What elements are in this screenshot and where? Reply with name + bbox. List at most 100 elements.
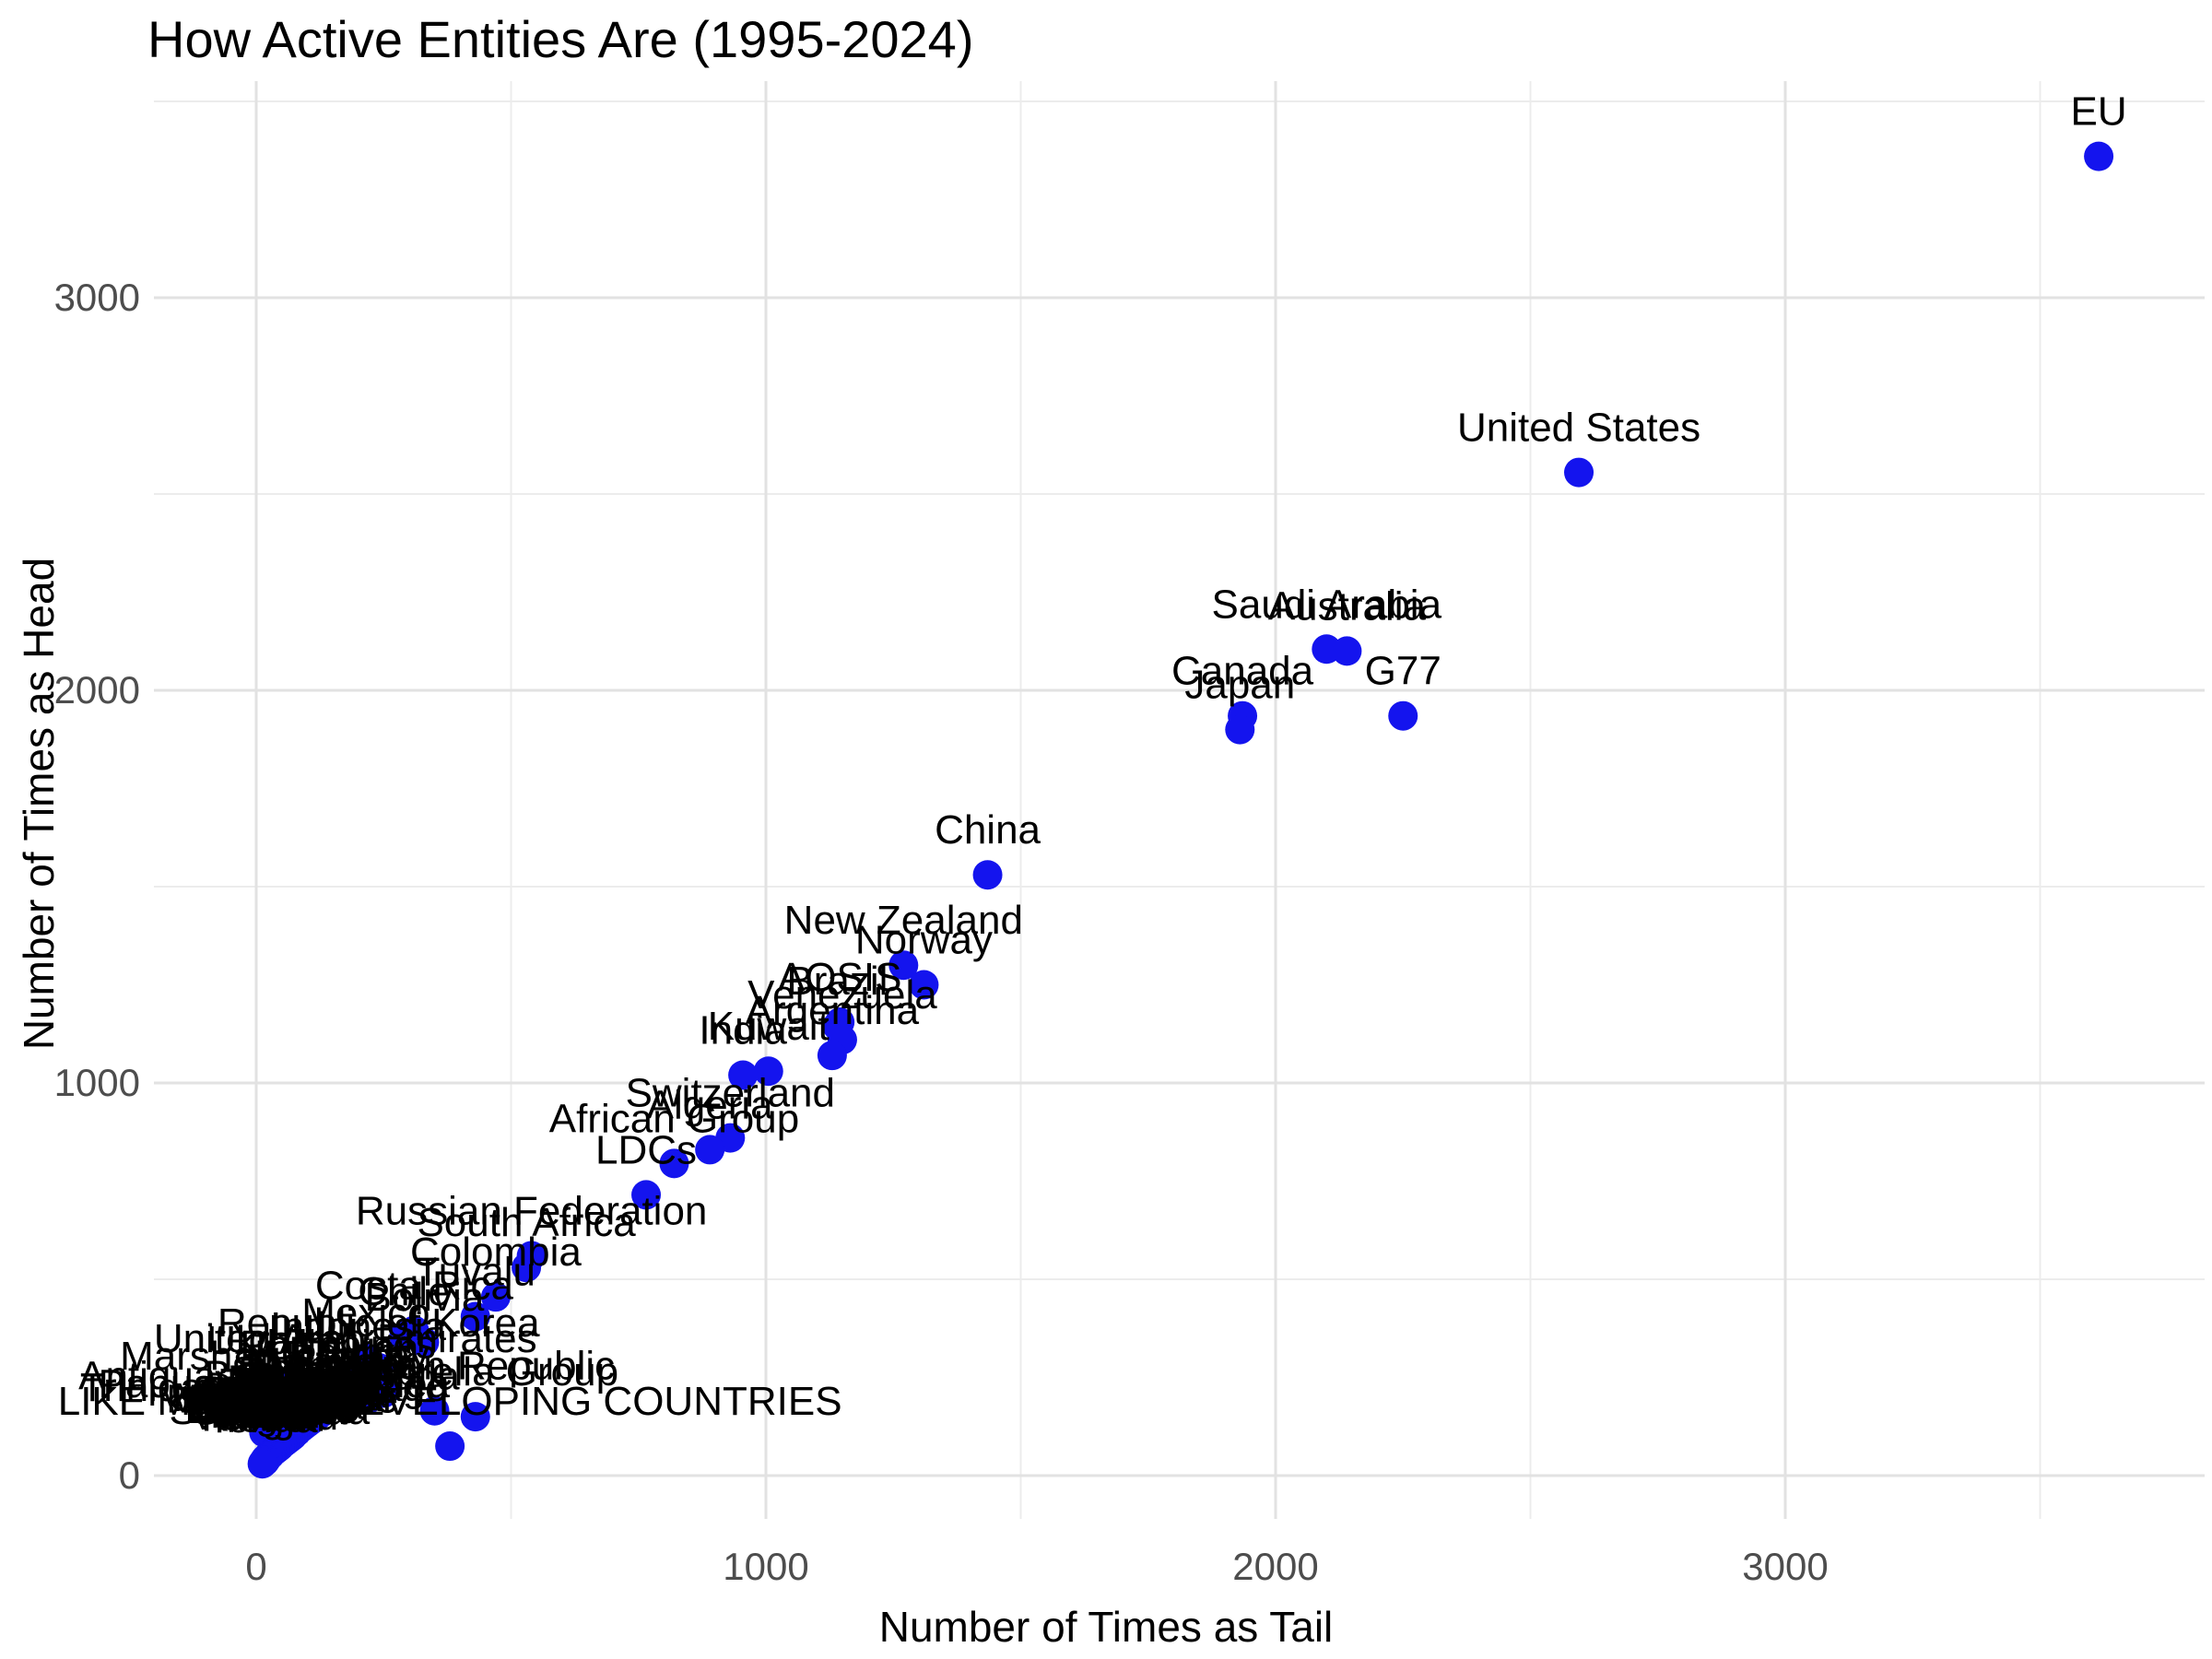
point-label: Tunisia <box>238 1359 368 1405</box>
point-label: Brazil <box>786 959 888 1004</box>
point-label: Libya <box>235 1375 333 1420</box>
point-label: Namibia <box>203 1382 352 1427</box>
point-label: Burundi <box>220 1371 360 1416</box>
data-point <box>1564 457 1594 488</box>
point-label: Maldives <box>194 1384 354 1430</box>
point-label: Cameroon <box>198 1369 387 1414</box>
point-label: Colombia <box>410 1230 582 1275</box>
point-label: LIKE MINDED DEVELOPING COUNTRIES <box>58 1379 842 1424</box>
data-point <box>2084 141 2114 171</box>
point-label: Iraq <box>247 1377 317 1422</box>
point-label: Botswana <box>186 1382 365 1428</box>
point-label: Haiti <box>234 1383 315 1429</box>
point-label: EU <box>2071 89 2127 135</box>
point-label: Grenada <box>190 1389 348 1434</box>
point-label: Bahamas <box>185 1387 357 1432</box>
point-label: Argentina <box>746 988 920 1033</box>
point-label: Angola <box>209 1385 336 1430</box>
point-label: Iran <box>348 1326 418 1371</box>
point-label: Indonesia <box>270 1304 446 1349</box>
point-label: Madagascar <box>172 1375 395 1420</box>
point-label: Paraguay <box>194 1378 367 1423</box>
point-label: Panama <box>216 1370 367 1415</box>
data-point <box>353 1383 383 1414</box>
point-label: Tuvalu <box>416 1249 535 1294</box>
x-tick-label: 1000 <box>723 1545 808 1588</box>
point-label: Kiribati <box>201 1395 325 1441</box>
x-tick-label: 3000 <box>1742 1545 1828 1588</box>
point-label: Antigua and Barbuda <box>78 1353 460 1398</box>
point-label: Australia <box>1268 583 1427 629</box>
point-label: Mozambique <box>166 1376 398 1421</box>
data-point <box>419 1395 450 1426</box>
point-label: Japan <box>1184 663 1295 708</box>
point-label: Ghana <box>236 1364 359 1409</box>
point-label: Trinidad and Tobago <box>80 1365 448 1410</box>
point-label: Ethiopia <box>237 1353 384 1398</box>
data-point <box>659 1148 689 1179</box>
point-label: African Group <box>549 1096 799 1141</box>
point-label: China <box>935 807 1041 853</box>
point-label: Peru <box>289 1335 375 1381</box>
point-label: Benin <box>216 1390 320 1435</box>
point-label: Umbrella Group <box>333 1349 619 1394</box>
point-label: Qatar <box>243 1367 345 1412</box>
point-label: Venezuela <box>747 972 937 1018</box>
point-label: Bangladesh <box>205 1353 418 1398</box>
point-label: Fiji <box>252 1381 303 1426</box>
point-label: Sri Lanka <box>206 1369 378 1414</box>
x-tick-label: 0 <box>245 1545 266 1588</box>
point-label: Guatemala <box>190 1371 389 1417</box>
point-label: Algeria <box>647 1082 773 1127</box>
point-label: Nicaragua <box>193 1374 378 1419</box>
point-label: South Africa <box>417 1200 636 1245</box>
y-tick-label: 2000 <box>54 668 140 712</box>
point-label: Niger <box>218 1393 314 1438</box>
point-label: Egypt <box>291 1330 395 1375</box>
data-point <box>480 1282 511 1312</box>
point-label: Cuba <box>246 1366 344 1411</box>
point-label: Samoa <box>211 1382 340 1428</box>
point-label: Jordan <box>209 1386 334 1431</box>
data-point <box>1332 636 1362 666</box>
point-label: Viet Nam <box>215 1363 381 1408</box>
y-tick-label: 1000 <box>54 1061 140 1104</box>
data-point <box>728 1060 759 1090</box>
point-label: Republic of Korea <box>218 1300 540 1346</box>
point-label: Tanzania <box>220 1360 383 1406</box>
point-label: Canada <box>1171 649 1314 694</box>
point-label: Kenya <box>256 1351 371 1396</box>
point-label: United Arab Emirates <box>154 1316 537 1361</box>
point-label: Honduras <box>199 1373 375 1418</box>
point-label: Morocco <box>228 1358 383 1403</box>
data-point <box>1388 700 1418 731</box>
data-point <box>888 950 919 981</box>
point-label: Jamaica <box>218 1369 369 1414</box>
point-label: Switzerland <box>626 1071 835 1116</box>
x-axis-title: Number of Times as Tail <box>878 1603 1334 1651</box>
data-point <box>247 1449 277 1479</box>
data-point <box>512 1253 542 1283</box>
y-axis-title: Number of Times as Head <box>15 557 63 1051</box>
point-label: AOSIS <box>778 955 902 1000</box>
point-label: Bolivia <box>365 1275 485 1320</box>
point-label: Oman <box>235 1371 346 1416</box>
point-label: Bahrain <box>218 1372 358 1418</box>
point-label: Vanuatu <box>191 1394 339 1439</box>
point-label: Saudi Arabia <box>1212 582 1442 627</box>
point-label: Thailand <box>243 1346 399 1391</box>
point-label: Philippines <box>240 1322 436 1367</box>
x-tick-label: 2000 <box>1232 1545 1318 1588</box>
point-label: Nauru <box>210 1392 321 1437</box>
point-label: Russian Federation <box>356 1188 708 1233</box>
point-label: Ecuador <box>204 1379 355 1424</box>
point-label: Senegal <box>233 1356 382 1401</box>
point-label: Barbados <box>184 1385 358 1430</box>
point-label: Gabon <box>209 1387 331 1432</box>
data-point <box>409 1327 440 1358</box>
point-label: Tonga <box>207 1396 318 1441</box>
data-point <box>631 1180 662 1210</box>
